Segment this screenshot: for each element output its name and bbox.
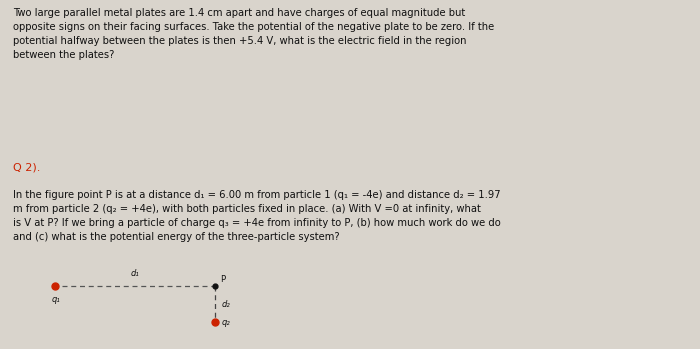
Text: q₁: q₁ (51, 295, 60, 304)
Text: In the figure point P is at a distance d₁ = 6.00 m from particle 1 (q₁ = -4e) an: In the figure point P is at a distance d… (13, 190, 501, 242)
Text: d₂: d₂ (221, 300, 230, 309)
Text: q₂: q₂ (221, 318, 230, 327)
Text: d₁: d₁ (130, 268, 139, 277)
Text: Q 2).: Q 2). (13, 163, 41, 172)
Text: Two large parallel metal plates are 1.4 cm apart and have charges of equal magni: Two large parallel metal plates are 1.4 … (13, 8, 494, 60)
Text: P: P (220, 275, 225, 284)
